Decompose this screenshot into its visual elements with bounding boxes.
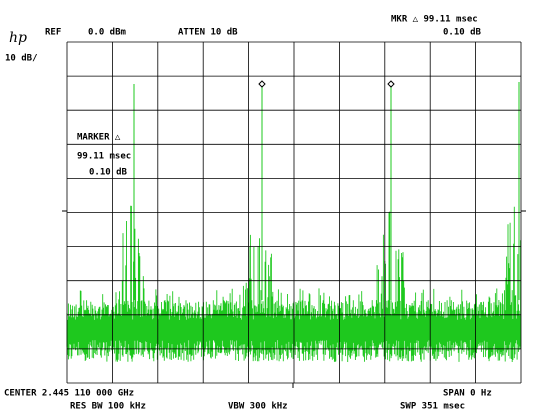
vbw: VBW 300 kHz: [228, 402, 288, 412]
logo: hp: [9, 30, 27, 46]
marker-diamond: [258, 80, 266, 88]
trace-peaks: [133, 82, 520, 300]
graticule: [66, 41, 522, 384]
marker-time: 99.11 msec: [77, 152, 131, 162]
atten: ATTEN 10 dB: [178, 28, 238, 38]
sweep: SWP 351 msec: [400, 402, 465, 412]
marker-diamond: [387, 80, 395, 88]
scale: 10 dB/: [5, 54, 38, 64]
marker-level: 0.10 dB: [443, 28, 482, 38]
ref-label: REF: [45, 28, 61, 38]
center-freq: CENTER 2.445 110 000 GHz: [4, 389, 134, 399]
marker-readout: MKR △ 99.11 msec: [391, 15, 478, 25]
marker-title: MARKER △: [77, 133, 121, 143]
res-bw: RES BW 100 kHz: [70, 402, 146, 412]
span: SPAN 0 Hz: [443, 389, 492, 399]
marker-level: 0.10 dB: [89, 168, 128, 178]
ref-value: 0.0 dBm: [88, 28, 127, 38]
